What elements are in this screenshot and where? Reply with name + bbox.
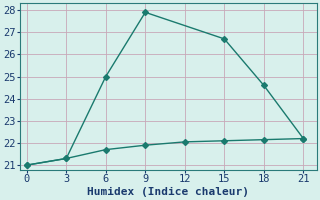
X-axis label: Humidex (Indice chaleur): Humidex (Indice chaleur) — [87, 186, 249, 197]
